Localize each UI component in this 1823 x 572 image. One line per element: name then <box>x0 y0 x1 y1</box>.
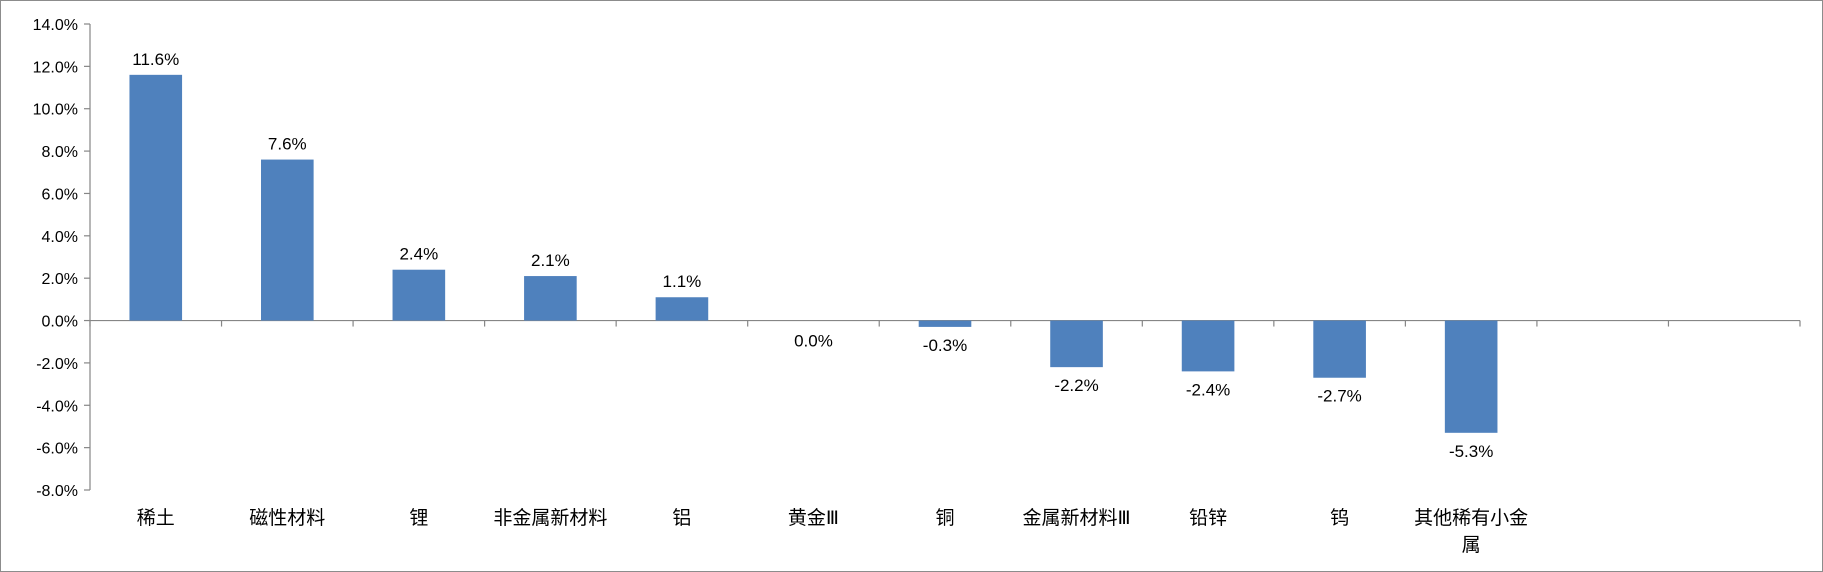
data-label: -2.7% <box>1317 387 1361 406</box>
data-label: -2.2% <box>1054 376 1098 395</box>
category-label: 金属新材料Ⅲ <box>1022 507 1130 529</box>
category-label: 铜 <box>935 507 954 529</box>
data-label: 7.6% <box>268 135 307 154</box>
y-tick-label: -6.0% <box>36 441 78 458</box>
data-label: -0.3% <box>923 336 967 355</box>
category-label: 钨 <box>1330 507 1349 529</box>
y-tick-label: 10.0% <box>33 102 78 119</box>
y-tick-label: 4.0% <box>42 229 78 246</box>
bar <box>1444 320 1498 433</box>
bar <box>524 276 577 321</box>
y-tick-label: -4.0% <box>36 398 78 415</box>
bar <box>1313 320 1366 378</box>
bar <box>129 74 183 321</box>
data-label: -2.4% <box>1186 380 1230 399</box>
y-tick-label: 12.0% <box>33 59 78 76</box>
y-tick-label: -8.0% <box>36 483 78 500</box>
bar <box>1181 320 1235 372</box>
y-tick-label: 8.0% <box>42 144 78 161</box>
y-tick-label: 0.0% <box>42 314 78 331</box>
data-label: 11.6% <box>132 50 179 69</box>
category-label: 锂 <box>409 507 428 529</box>
bar <box>655 297 709 321</box>
bar <box>1050 320 1103 368</box>
data-label: 1.1% <box>663 272 702 291</box>
y-tick-label: 6.0% <box>42 186 78 203</box>
bar <box>392 269 446 321</box>
y-tick-label: 14.0% <box>33 17 78 34</box>
category-label: 属 <box>1462 535 1481 556</box>
bars-group <box>129 74 1498 433</box>
y-tick-label: -2.0% <box>36 356 78 373</box>
category-label: 其他稀有小金 <box>1414 507 1528 529</box>
category-label: 非金属新材料 <box>493 507 607 529</box>
data-label: 2.4% <box>399 245 438 264</box>
data-label: 2.1% <box>531 251 570 270</box>
category-label: 稀土 <box>137 507 175 529</box>
bar <box>918 320 972 327</box>
category-label: 铅锌 <box>1189 507 1227 529</box>
data-label: -5.3% <box>1449 442 1493 461</box>
category-label: 磁性材料 <box>249 507 325 529</box>
labels-group: 11.6% 稀土 7.6% 磁性材料 2.4% 锂 2.1% 非金属新材料 1.1% 铝 0.0% 黄… <box>132 50 1528 556</box>
category-label: 黄金Ⅲ <box>788 507 839 529</box>
y-tick-label: 2.0% <box>42 271 78 288</box>
data-label: 0.0% <box>794 332 833 351</box>
category-label: 铝 <box>672 507 691 529</box>
bar <box>261 159 314 321</box>
